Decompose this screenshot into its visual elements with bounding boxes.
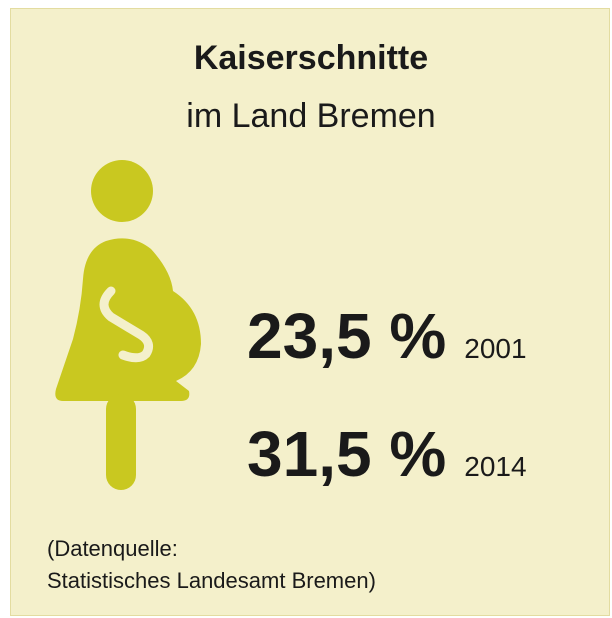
stat-year: 2014 (464, 451, 527, 482)
pregnant-woman-icon (55, 160, 201, 490)
icon-arm (99, 286, 154, 363)
subtitle: im Land Bremen (186, 97, 436, 135)
stat-value: 23,5 % (247, 300, 447, 372)
stat-row: 23,5 % 2001 (247, 299, 527, 379)
stat-row: 31,5 % 2014 (247, 417, 527, 497)
icon-body (55, 238, 201, 401)
icon-head (91, 160, 153, 222)
stat-year: 2001 (464, 333, 527, 364)
infographic-card: Kaiserschnitte im Land Bremen 23,5 % 200… (10, 8, 610, 616)
icon-leg (106, 394, 136, 490)
title: Kaiserschnitte (193, 39, 429, 77)
source-line: (Datenquelle: (47, 536, 178, 561)
source-line: Statistisches Landesamt Bremen) (47, 568, 376, 593)
stat-value: 31,5 % (247, 418, 447, 490)
